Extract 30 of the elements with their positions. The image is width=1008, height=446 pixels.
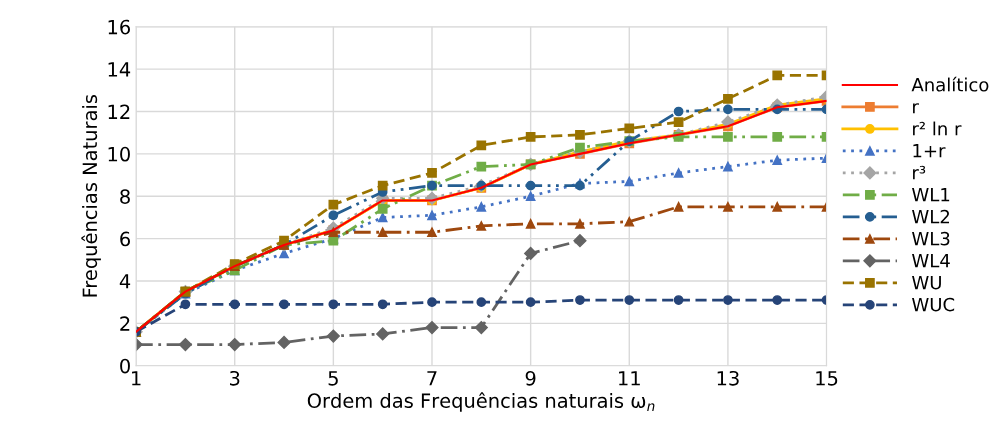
legend-label: r <box>913 103 919 114</box>
legend-label: WL3 <box>912 231 950 246</box>
legend-label: WUC <box>912 297 955 312</box>
y-tick-label: 10 <box>108 146 130 162</box>
legend-label: WL2 <box>912 209 950 224</box>
y-tick-label: 0 <box>120 358 130 374</box>
y-tick-label: 12 <box>108 104 130 119</box>
y-tick-label: 16 <box>108 19 130 35</box>
x-tick-label: 11 <box>619 371 640 386</box>
legend-label: WL4 <box>912 254 950 268</box>
legend-label: r³ <box>913 165 926 180</box>
y-axis-title: Frequências Naturais <box>81 94 101 297</box>
y-tick-label: 14 <box>108 62 131 77</box>
y-tick-label: 4 <box>119 274 131 289</box>
x-tick-label: 13 <box>717 370 739 386</box>
x-tick-label: 15 <box>816 371 838 386</box>
x-tick-label: 9 <box>525 370 536 386</box>
legend-label: WL1 <box>912 188 950 202</box>
legend-label: r² ln r <box>913 121 962 136</box>
x-tick-label: 1 <box>132 371 141 386</box>
x-tick-label: 3 <box>230 370 240 386</box>
x-axis-title: Ordem das Frequências naturais ω$_{n}$ <box>307 392 655 412</box>
x-tick-label: 7 <box>427 371 437 386</box>
x-tick-label: 5 <box>328 371 338 386</box>
y-tick-label: 6 <box>120 231 130 247</box>
y-tick-label: 2 <box>120 316 130 331</box>
legend-label: 1+r <box>913 144 946 158</box>
y-tick-label: 8 <box>120 189 130 204</box>
legend-label: Analítico <box>911 76 989 92</box>
legend-label: WU <box>912 276 941 290</box>
